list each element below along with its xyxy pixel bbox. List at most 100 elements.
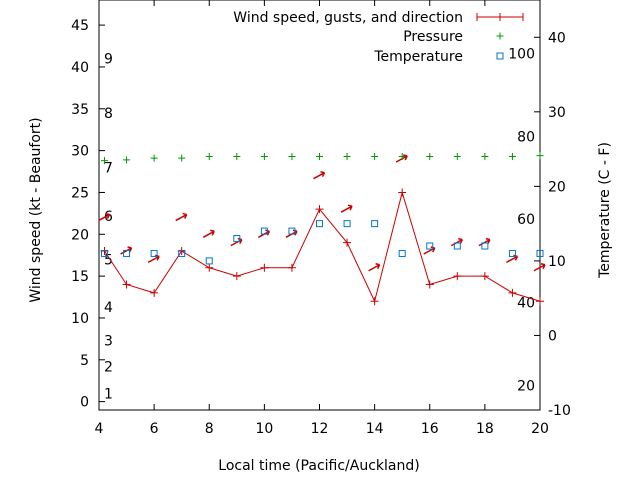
y-right-tick-label: 10 — [548, 254, 566, 270]
legend-pressure-mark — [496, 32, 504, 40]
gust-arrow — [368, 263, 381, 272]
chart-frame — [98, 0, 541, 411]
y-left-tick-label: 10 — [71, 311, 89, 327]
legend-label-temperature: Temperature — [373, 49, 463, 65]
wind-speed-point — [315, 205, 324, 214]
y-left-tick-label: 20 — [71, 227, 89, 243]
gust-arrow — [533, 263, 546, 272]
beaufort-label: 9 — [104, 52, 113, 68]
x-tick-label: 20 — [531, 421, 549, 437]
wind-speed-point — [398, 188, 407, 197]
y-left-tick-label: 25 — [71, 185, 89, 201]
gust-arrow — [340, 204, 353, 213]
beaufort-label: 5 — [104, 252, 113, 268]
temperature-point — [481, 242, 489, 250]
legend-sample-temperature — [496, 52, 504, 60]
y-left-tick-label: 35 — [71, 102, 89, 118]
y-right-tick-label: 40 — [548, 30, 566, 46]
wind-speed-point — [480, 272, 489, 281]
pressure-point — [426, 152, 434, 160]
gust-arrow — [175, 212, 188, 222]
gust-arrow — [313, 170, 326, 180]
legend-sample-pressure — [496, 32, 504, 40]
temperature-point — [178, 249, 186, 257]
pressure-point — [508, 152, 516, 160]
y-axis-label-left: Wind speed (kt - Beaufort) — [28, 117, 44, 302]
wind-speed-point — [508, 288, 517, 297]
pressure-point — [288, 152, 296, 160]
gust-arrow — [98, 212, 111, 222]
y-left-tick-label: 5 — [80, 353, 89, 369]
temperature-point — [101, 249, 109, 257]
beaufort-label: 7 — [104, 160, 113, 176]
fahrenheit-label: 40 — [517, 296, 535, 312]
wind-speed-point — [536, 297, 544, 306]
wind-speed-point — [205, 263, 214, 272]
y-right-tick-label: 20 — [548, 179, 566, 195]
pressure-point — [123, 156, 131, 164]
plot-border — [98, 0, 541, 411]
x-tick-label: 8 — [205, 421, 214, 437]
fahrenheit-label: 60 — [517, 212, 535, 228]
wind-speed-point — [260, 263, 269, 272]
axis-ticks: 4 6 8 10 12 14 16 18 20051015202530354045-100102… — [71, 0, 571, 437]
temperature-point — [150, 249, 158, 257]
series-marks — [98, 152, 546, 306]
beaufort-label: 4 — [104, 300, 113, 316]
beaufort-label: 3 — [104, 334, 113, 350]
pressure-point — [233, 152, 241, 160]
beaufort-label: 8 — [104, 106, 113, 122]
y-right-tick-label: 0 — [548, 328, 557, 344]
pressure-point — [150, 154, 158, 162]
wind-speed-point — [287, 263, 296, 272]
legend-wind-line — [476, 13, 524, 21]
temperature-point — [398, 249, 406, 257]
legend-sample-wind — [476, 13, 524, 21]
beaufort-label: 1 — [104, 386, 113, 402]
beaufort-label: 2 — [104, 359, 113, 375]
pressure-point — [101, 157, 109, 165]
pressure-point — [343, 152, 351, 160]
temperature-point — [343, 220, 351, 228]
x-tick-label: 10 — [255, 421, 273, 437]
temperature-point — [508, 249, 516, 257]
y-axis-label-right: Temperature (C - F) — [597, 142, 613, 279]
y-right-tick-label: -10 — [548, 403, 571, 419]
gust-arrow — [202, 229, 215, 238]
legend: Wind speed, gusts, and direction Pressur… — [233, 10, 524, 65]
x-tick-label: 6 — [150, 421, 159, 437]
wind-speed-point — [370, 297, 379, 306]
temperature-point — [233, 235, 241, 243]
pressure-point — [205, 152, 213, 160]
temperature-point — [260, 227, 268, 235]
pressure-point — [453, 152, 461, 160]
temperature-point — [123, 249, 131, 257]
pressure-point — [178, 154, 186, 162]
legend-temp-mark — [496, 52, 504, 60]
temperature-point — [536, 249, 544, 257]
wind-speed-point — [453, 272, 462, 281]
temperature-point — [426, 242, 434, 250]
x-tick-label: 14 — [366, 421, 384, 437]
pressure-point — [371, 152, 379, 160]
temperature-point — [205, 257, 213, 265]
temperature-point — [316, 220, 323, 228]
wind-speed-point — [425, 280, 434, 289]
pressure-point — [536, 152, 544, 160]
fahrenheit-label: 20 — [517, 378, 535, 394]
wind-speed-point — [343, 238, 352, 247]
x-tick-label: 16 — [421, 421, 439, 437]
temperature-point — [453, 242, 461, 250]
x-tick-label: 12 — [311, 421, 329, 437]
wind-speed-point — [122, 280, 131, 289]
fahrenheit-label: 100 — [508, 47, 535, 63]
y-left-tick-label: 0 — [80, 395, 89, 411]
y-left-tick-label: 45 — [71, 18, 89, 34]
y-right-tick-label: 30 — [548, 105, 566, 121]
legend-label-pressure: Pressure — [403, 29, 463, 45]
y-left-tick-label: 30 — [71, 144, 89, 160]
pressure-point — [398, 152, 406, 160]
y-left-tick-label: 40 — [71, 60, 89, 76]
pressure-point — [316, 152, 323, 160]
